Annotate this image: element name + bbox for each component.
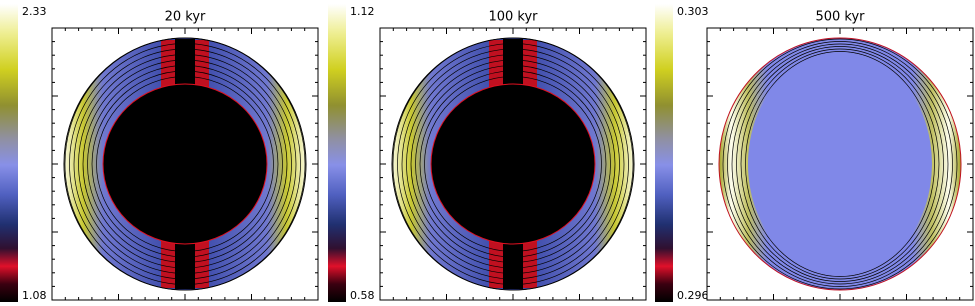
contour-line — [727, 41, 953, 287]
inner-core — [748, 52, 932, 276]
field-rim — [718, 37, 962, 291]
colorbar-max-label: 2.33 — [22, 5, 47, 18]
contour-line — [96, 76, 274, 252]
contour-line — [410, 59, 616, 269]
colorbar — [328, 4, 346, 302]
contour-line — [401, 48, 625, 280]
contour-line — [415, 65, 611, 263]
contour-line — [424, 76, 602, 252]
colorbar-max-label: 1.12 — [350, 5, 375, 18]
panel-title: 20 kyr — [165, 10, 206, 25]
inner-core — [430, 83, 596, 245]
panel-title: 100 kyr — [488, 10, 538, 25]
contour-line — [82, 59, 288, 269]
contour-line — [78, 54, 292, 274]
colorbar — [655, 4, 673, 302]
contour-line — [722, 38, 958, 290]
contour-line — [406, 54, 620, 274]
inner-core — [102, 83, 268, 245]
contour-line — [419, 70, 607, 258]
colorbar — [0, 4, 18, 302]
field-rim — [391, 37, 635, 291]
colorbar-min-label: 0.58 — [350, 289, 375, 302]
colorbar-max-label: 0.303 — [677, 5, 709, 18]
contour-line — [736, 46, 944, 282]
contour-line — [87, 65, 283, 263]
panel-title: 500 kyr — [815, 10, 865, 25]
contour-line — [731, 43, 949, 285]
contour-line — [740, 48, 940, 280]
colorbar-min-label: 1.08 — [22, 289, 47, 302]
contour-line — [745, 51, 935, 277]
contour-line — [91, 70, 279, 258]
field-rim — [63, 37, 307, 291]
colorbar-min-label: 0.296 — [677, 289, 709, 302]
contour-line — [73, 48, 297, 280]
contour-line — [397, 43, 629, 285]
contour-line — [69, 43, 301, 285]
